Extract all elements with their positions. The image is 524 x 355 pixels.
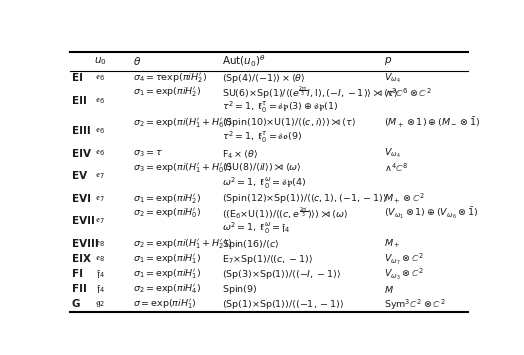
Text: $\sigma_1 = \exp(\pi i H_1^{\prime})$: $\sigma_1 = \exp(\pi i H_1^{\prime})$ <box>133 252 201 266</box>
Text: EV: EV <box>72 171 86 181</box>
Text: $\sigma_3 = \exp(\pi i(H_1^{\prime} + H_0^{\prime}))$: $\sigma_3 = \exp(\pi i(H_1^{\prime} + H_… <box>133 161 232 175</box>
Text: $\mathfrak{f}_4$: $\mathfrak{f}_4$ <box>95 268 104 280</box>
Text: $\omega^2 = 1,\; \mathfrak{k}_0^{\omega} = \mathfrak{f}_4$: $\omega^2 = 1,\; \mathfrak{k}_0^{\omega}… <box>222 221 290 236</box>
Text: $M_+ \otimes \mathbb{C}^2$: $M_+ \otimes \mathbb{C}^2$ <box>384 192 425 206</box>
Text: FI: FI <box>72 269 83 279</box>
Text: $\sigma_1 = \exp(\pi i H_2^{\prime})$: $\sigma_1 = \exp(\pi i H_2^{\prime})$ <box>133 192 201 206</box>
Text: $\mathrm{F}_4 \times \langle\theta\rangle$: $\mathrm{F}_4 \times \langle\theta\rangl… <box>222 148 258 160</box>
Text: $\sigma_3 = \tau$: $\sigma_3 = \tau$ <box>133 148 162 159</box>
Text: EVI: EVI <box>72 194 91 204</box>
Text: $\mathrm{Spin}(16)/\langle c\rangle$: $\mathrm{Spin}(16)/\langle c\rangle$ <box>222 237 279 251</box>
Text: $\mathrm{Aut}(u_0)^\theta$: $\mathrm{Aut}(u_0)^\theta$ <box>222 54 266 69</box>
Text: EIX: EIX <box>72 254 91 264</box>
Text: $\mathrm{E}_7{\times}\mathrm{Sp}(1)/\langle(c,-1)\rangle$: $\mathrm{E}_7{\times}\mathrm{Sp}(1)/\lan… <box>222 253 313 266</box>
Text: $\sigma_2 = \exp(\pi i(H_1^{\prime} + H_6^{\prime}))$: $\sigma_2 = \exp(\pi i(H_1^{\prime} + H_… <box>133 116 232 130</box>
Text: $\tau^2 = 1,\; \mathfrak{k}_0^{\tau} = \mathfrak{so}(9)$: $\tau^2 = 1,\; \mathfrak{k}_0^{\tau} = \… <box>222 130 302 145</box>
Text: $\omega^2 = 1,\; \mathfrak{k}_0^{\omega} = \mathfrak{sp}(4)$: $\omega^2 = 1,\; \mathfrak{k}_0^{\omega}… <box>222 175 306 191</box>
Text: $\mathfrak{e}_6$: $\mathfrak{e}_6$ <box>95 126 105 136</box>
Text: EIV: EIV <box>72 149 91 159</box>
Text: $\sigma_2 = \exp(\pi i H_0^{\prime})$: $\sigma_2 = \exp(\pi i H_0^{\prime})$ <box>133 206 201 220</box>
Text: $(V_{\omega_1} \otimes 1) \oplus (V_{\omega_6} \otimes \bar{1})$: $(V_{\omega_1} \otimes 1) \oplus (V_{\om… <box>384 206 478 221</box>
Text: $\sigma = \exp(\pi i H_1^{\prime})$: $\sigma = \exp(\pi i H_1^{\prime})$ <box>133 297 196 311</box>
Text: $\mathfrak{e}_7$: $\mathfrak{e}_7$ <box>95 217 105 226</box>
Text: $\wedge^4\mathbb{C}^8$: $\wedge^4\mathbb{C}^8$ <box>384 162 409 174</box>
Text: $(\mathrm{SU}(8)/\langle iI\rangle) \rtimes \langle\omega\rangle$: $(\mathrm{SU}(8)/\langle iI\rangle) \rti… <box>222 163 301 174</box>
Text: $\sigma_1 = \exp(\pi i H_1^{\prime})$: $\sigma_1 = \exp(\pi i H_1^{\prime})$ <box>133 267 201 281</box>
Text: $\tau^2 = 1,\; \mathfrak{k}_0^{\tau} = \mathfrak{sp}(3) \oplus \mathfrak{sp}(1)$: $\tau^2 = 1,\; \mathfrak{k}_0^{\tau} = \… <box>222 100 338 115</box>
Text: $V_{\omega_3} \otimes \mathbb{C}^2$: $V_{\omega_3} \otimes \mathbb{C}^2$ <box>384 267 424 282</box>
Text: $u_0$: $u_0$ <box>94 56 106 67</box>
Text: $\sigma_1 = \exp(\pi i H_2^{\prime})$: $\sigma_1 = \exp(\pi i H_2^{\prime})$ <box>133 86 201 99</box>
Text: $\sigma_2 = \exp(\pi i(H_1^{\prime} + H_2^{\prime}))$: $\sigma_2 = \exp(\pi i(H_1^{\prime} + H_… <box>133 237 232 251</box>
Text: EII: EII <box>72 96 86 106</box>
Text: $\theta$: $\theta$ <box>133 55 140 67</box>
Text: $((\mathrm{E}_6{\times}\mathrm{U}(1))/\langle(c, e^{\frac{2\pi i}{3}})\rangle) \: $((\mathrm{E}_6{\times}\mathrm{U}(1))/\l… <box>222 205 348 221</box>
Text: $\mathfrak{e}_8$: $\mathfrak{e}_8$ <box>95 255 105 264</box>
Text: $\mathfrak{e}_8$: $\mathfrak{e}_8$ <box>95 239 105 249</box>
Text: $\mathfrak{e}_7$: $\mathfrak{e}_7$ <box>95 171 105 181</box>
Text: $\mathfrak{g}_2$: $\mathfrak{g}_2$ <box>95 299 105 309</box>
Text: $\mathfrak{f}_4$: $\mathfrak{f}_4$ <box>95 283 104 295</box>
Text: $\wedge^3\mathbb{C}^6 \otimes \mathbb{C}^2$: $\wedge^3\mathbb{C}^6 \otimes \mathbb{C}… <box>384 86 432 99</box>
Text: $\mathrm{SU}(6){\times}\mathrm{Sp}(1)/\langle(e^{\frac{2\pi i}{3}}I,\mathrm{I}),: $\mathrm{SU}(6){\times}\mathrm{Sp}(1)/\l… <box>222 84 398 101</box>
Text: $M_+$: $M_+$ <box>384 238 400 250</box>
Text: $(M_+ \otimes 1) \oplus (M_- \otimes \bar{1})$: $(M_+ \otimes 1) \oplus (M_- \otimes \ba… <box>384 115 481 130</box>
Text: EIII: EIII <box>72 126 90 136</box>
Text: $p$: $p$ <box>384 55 392 67</box>
Text: G: G <box>72 299 80 309</box>
Text: $\mathfrak{e}_6$: $\mathfrak{e}_6$ <box>95 73 105 83</box>
Text: $\mathfrak{e}_7$: $\mathfrak{e}_7$ <box>95 194 105 203</box>
Text: $V_{\omega_7} \otimes \mathbb{C}^2$: $V_{\omega_7} \otimes \mathbb{C}^2$ <box>384 252 424 267</box>
Text: $\mathrm{Sym}^3\mathbb{C}^2 \otimes \mathbb{C}^2$: $\mathrm{Sym}^3\mathbb{C}^2 \otimes \mat… <box>384 297 446 312</box>
Text: $(\mathrm{Sp}(1){\times}\mathrm{Sp}(1))/\langle(-1,-1)\rangle$: $(\mathrm{Sp}(1){\times}\mathrm{Sp}(1))/… <box>222 298 344 311</box>
Text: EVIII: EVIII <box>72 239 99 249</box>
Text: $\sigma_4 = \tau \exp(\pi i H_2^{\prime})$: $\sigma_4 = \tau \exp(\pi i H_2^{\prime}… <box>133 71 206 85</box>
Text: $(\mathrm{Spin}(12){\times}\mathrm{Sp}(1))/\langle(c,1),(-1,-1)\rangle$: $(\mathrm{Spin}(12){\times}\mathrm{Sp}(1… <box>222 192 387 205</box>
Text: EVII: EVII <box>72 217 94 226</box>
Text: $(\mathrm{Sp}(4)/\langle{-1}\rangle) \times \langle\theta\rangle$: $(\mathrm{Sp}(4)/\langle{-1}\rangle) \ti… <box>222 72 305 85</box>
Text: $V_{\omega_4}$: $V_{\omega_4}$ <box>384 147 401 160</box>
Text: $V_{\omega_4}$: $V_{\omega_4}$ <box>384 71 401 85</box>
Text: $\mathfrak{e}_6$: $\mathfrak{e}_6$ <box>95 96 105 106</box>
Text: EI: EI <box>72 73 83 83</box>
Text: $M$: $M$ <box>384 284 394 295</box>
Text: $(\mathrm{Spin}(10){\times}\mathrm{U}(1)/\langle(c,i)\rangle) \rtimes \langle\ta: $(\mathrm{Spin}(10){\times}\mathrm{U}(1)… <box>222 116 356 129</box>
Text: $\mathrm{Spin}(9)$: $\mathrm{Spin}(9)$ <box>222 283 257 296</box>
Text: $\mathfrak{e}_6$: $\mathfrak{e}_6$ <box>95 149 105 158</box>
Text: $(\mathrm{Sp}(3){\times}\mathrm{Sp}(1))/\langle(-I,-1)\rangle$: $(\mathrm{Sp}(3){\times}\mathrm{Sp}(1))/… <box>222 268 341 281</box>
Text: FII: FII <box>72 284 86 294</box>
Text: $\sigma_2 = \exp(\pi i H_4^{\prime})$: $\sigma_2 = \exp(\pi i H_4^{\prime})$ <box>133 283 201 296</box>
